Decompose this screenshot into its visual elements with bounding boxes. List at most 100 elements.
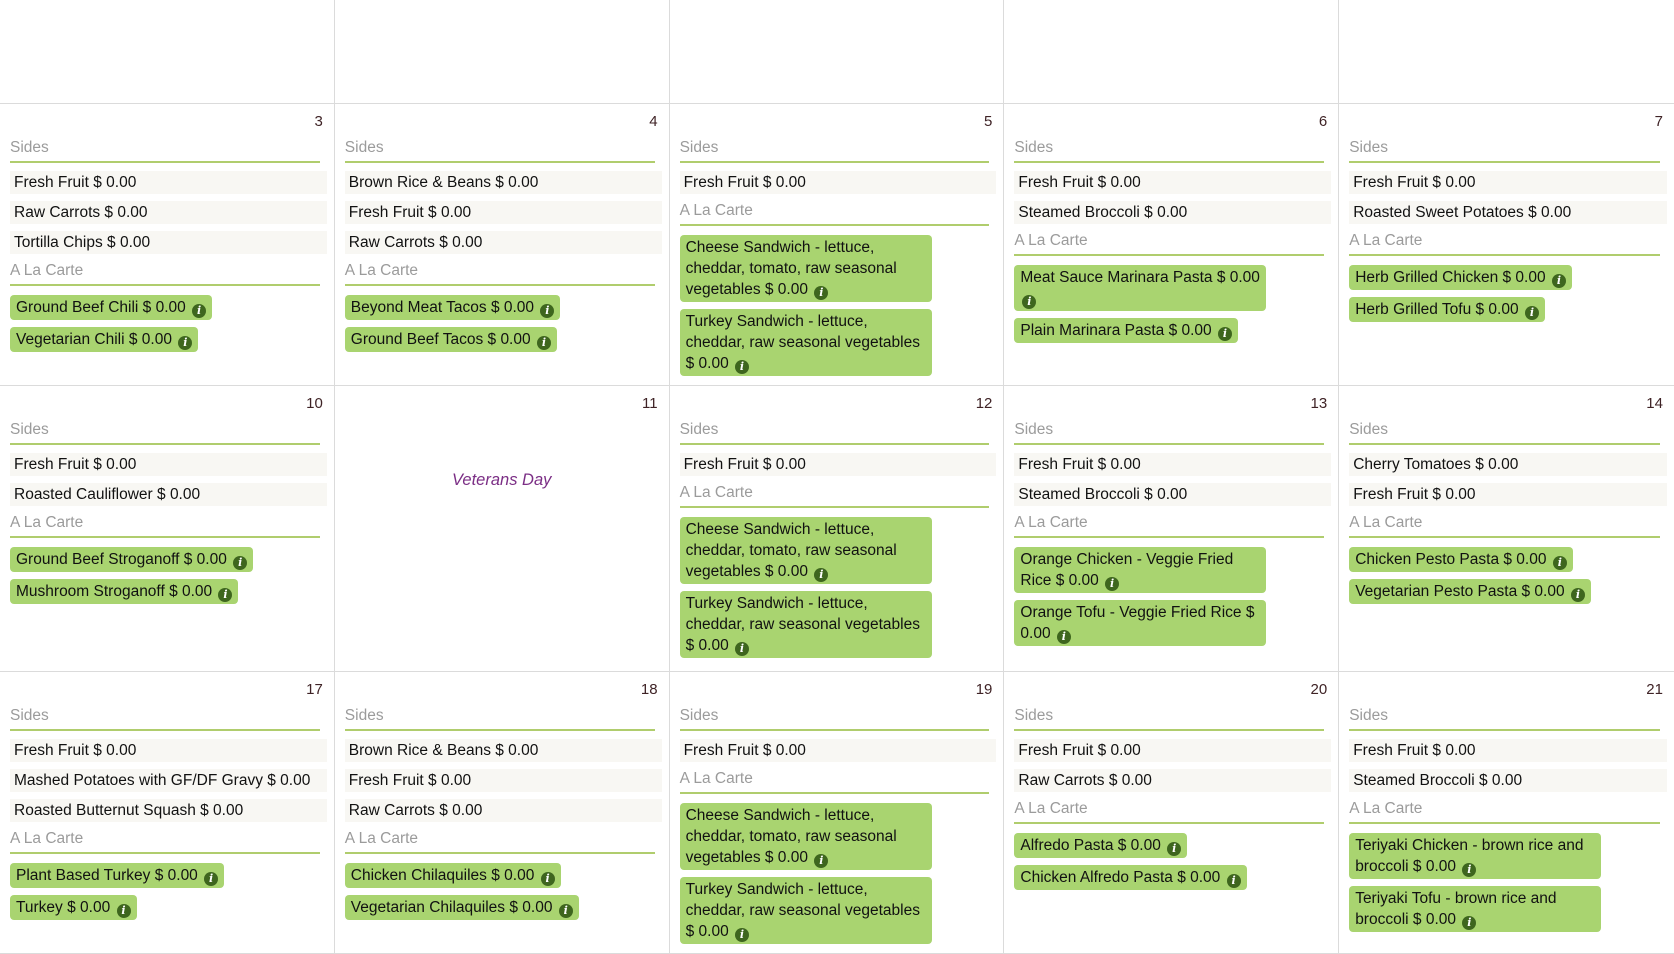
info-icon[interactable]: i: [1524, 306, 1539, 320]
info-icon[interactable]: i: [1462, 916, 1477, 930]
a-la-carte-row: Cheese Sandwich - lettuce, cheddar, toma…: [679, 803, 997, 870]
a-la-carte-menu-item[interactable]: Alfredo Pasta $ 0.00 i: [1014, 833, 1188, 858]
info-icon[interactable]: i: [536, 336, 551, 350]
day-cell: 11 Veterans Day: [334, 386, 670, 672]
day-cell-body: Sides Fresh Fruit $ 0.00 Mashed Potatoes …: [0, 707, 334, 920]
sides-section-header: Sides: [10, 707, 320, 731]
a-la-carte-menu-item[interactable]: Ground Beef Tacos $ 0.00 i: [344, 327, 557, 352]
a-la-carte-row: Plain Marinara Pasta $ 0.00 i: [1014, 318, 1331, 343]
info-icon[interactable]: i: [1022, 295, 1037, 309]
a-la-carte-menu-item[interactable]: Beyond Meat Tacos $ 0.00 i: [344, 295, 561, 320]
info-icon[interactable]: i: [1226, 874, 1241, 888]
info-icon[interactable]: i: [233, 556, 248, 570]
a-la-carte-menu-item[interactable]: Cheese Sandwich - lettuce, cheddar, toma…: [679, 803, 932, 870]
a-la-carte-menu-item[interactable]: Vegetarian Pesto Pasta $ 0.00 i: [1349, 579, 1591, 604]
a-la-carte-item-list: Cheese Sandwich - lettuce, cheddar, toma…: [670, 235, 1004, 376]
info-icon[interactable]: i: [1217, 327, 1232, 341]
info-icon[interactable]: i: [1552, 556, 1567, 570]
info-icon[interactable]: i: [814, 568, 829, 582]
day-number: 19: [975, 681, 993, 698]
a-la-carte-menu-item[interactable]: Vegetarian Chili $ 0.00 i: [10, 327, 199, 352]
sides-section-header: Sides: [1349, 421, 1660, 445]
info-icon[interactable]: i: [178, 336, 193, 350]
info-icon[interactable]: i: [192, 304, 207, 318]
info-icon[interactable]: i: [218, 588, 233, 602]
a-la-carte-menu-item[interactable]: Teriyaki Chicken - brown rice and brocco…: [1349, 833, 1602, 879]
info-icon[interactable]: i: [1551, 274, 1566, 288]
a-la-carte-row: Meat Sauce Marinara Pasta $ 0.00 i: [1014, 265, 1331, 311]
a-la-carte-row: Vegetarian Chilaquiles $ 0.00 i: [344, 895, 662, 920]
sides-item-list: Cherry Tomatoes $ 0.00 Fresh Fruit $ 0.00: [1339, 453, 1674, 506]
info-icon[interactable]: i: [1167, 842, 1182, 856]
a-la-carte-menu-item[interactable]: Chicken Chilaquiles $ 0.00 i: [344, 863, 561, 888]
sides-section-header: Sides: [1349, 139, 1660, 163]
a-la-carte-menu-item[interactable]: Plain Marinara Pasta $ 0.00 i: [1014, 318, 1238, 343]
a-la-carte-menu-item[interactable]: Orange Tofu - Veggie Fried Rice $ 0.00 i: [1014, 600, 1267, 646]
day-cell-body: Sides Fresh Fruit $ 0.00 Steamed Broccoli…: [1004, 421, 1338, 646]
empty-day-cell: [0, 0, 335, 104]
sides-item-list: Fresh Fruit $ 0.00 Roasted Cauliflower $ …: [0, 453, 334, 506]
day-cell-body: Sides Fresh Fruit $ 0.00 Steamed Broccoli…: [1004, 139, 1338, 343]
a-la-carte-menu-item[interactable]: Herb Grilled Chicken $ 0.00 i: [1349, 265, 1572, 290]
sides-item-list: Fresh Fruit $ 0.00: [670, 453, 1004, 476]
info-icon[interactable]: i: [116, 904, 131, 918]
a-la-carte-menu-item[interactable]: Chicken Pesto Pasta $ 0.00 i: [1349, 547, 1573, 572]
a-la-carte-menu-item[interactable]: Herb Grilled Tofu $ 0.00 i: [1349, 297, 1545, 322]
info-icon[interactable]: i: [540, 304, 555, 318]
side-menu-item: Fresh Fruit $ 0.00: [679, 453, 997, 476]
a-la-carte-row: Cheese Sandwich - lettuce, cheddar, toma…: [679, 235, 997, 302]
a-la-carte-menu-item[interactable]: Turkey Sandwich - lettuce, cheddar, raw …: [679, 591, 932, 658]
side-menu-item: Fresh Fruit $ 0.00: [1349, 171, 1667, 194]
day-number: 6: [1318, 113, 1328, 130]
a-la-carte-menu-item[interactable]: Turkey $ 0.00 i: [10, 895, 137, 920]
info-icon[interactable]: i: [1462, 863, 1477, 877]
a-la-carte-menu-item[interactable]: Orange Chicken - Veggie Fried Rice $ 0.0…: [1014, 547, 1267, 593]
side-menu-item: Steamed Broccoli $ 0.00: [1349, 769, 1667, 792]
a-la-carte-menu-item[interactable]: Turkey Sandwich - lettuce, cheddar, raw …: [679, 309, 932, 376]
info-icon[interactable]: i: [204, 872, 219, 886]
a-la-carte-menu-item[interactable]: Teriyaki Tofu - brown rice and broccoli …: [1349, 886, 1602, 932]
empty-day-cell: [669, 0, 1005, 104]
info-icon[interactable]: i: [735, 360, 749, 374]
a-la-carte-menu-item[interactable]: Ground Beef Stroganoff $ 0.00 i: [10, 547, 254, 572]
info-icon[interactable]: i: [735, 928, 749, 942]
a-la-carte-row: Cheese Sandwich - lettuce, cheddar, toma…: [679, 517, 997, 584]
a-la-carte-menu-item[interactable]: Mushroom Stroganoff $ 0.00 i: [10, 579, 239, 604]
day-number: 5: [984, 113, 993, 130]
a-la-carte-menu-item[interactable]: Meat Sauce Marinara Pasta $ 0.00 i: [1014, 265, 1267, 311]
a-la-carte-menu-item[interactable]: Plant Based Turkey $ 0.00 i: [10, 863, 225, 888]
a-la-carte-menu-item[interactable]: Cheese Sandwich - lettuce, cheddar, toma…: [679, 517, 932, 584]
side-menu-item: Raw Carrots $ 0.00: [1014, 769, 1332, 792]
side-menu-item: Fresh Fruit $ 0.00: [344, 201, 662, 224]
sides-section-header: Sides: [10, 421, 320, 445]
side-menu-item: Fresh Fruit $ 0.00: [344, 769, 662, 792]
a-la-carte-menu-item[interactable]: Chicken Alfredo Pasta $ 0.00 i: [1014, 865, 1247, 890]
side-menu-item: Raw Carrots $ 0.00: [10, 201, 327, 224]
info-icon[interactable]: i: [1056, 630, 1071, 644]
sides-section-header: Sides: [10, 139, 320, 163]
a-la-carte-menu-item[interactable]: Vegetarian Chilaquiles $ 0.00 i: [344, 895, 579, 920]
day-cell-body: Sides Fresh Fruit $ 0.00 A La Carte Chee…: [670, 139, 1004, 376]
a-la-carte-item-list: Beyond Meat Tacos $ 0.00 i Ground Beef Ta…: [335, 295, 669, 352]
info-icon[interactable]: i: [814, 854, 829, 868]
day-number: 3: [314, 113, 323, 130]
info-icon[interactable]: i: [814, 286, 829, 300]
info-icon[interactable]: i: [558, 904, 573, 918]
sides-item-list: Fresh Fruit $ 0.00: [670, 171, 1004, 194]
a-la-carte-item-list: Herb Grilled Chicken $ 0.00 i Herb Grille…: [1339, 265, 1674, 322]
a-la-carte-menu-item[interactable]: Turkey Sandwich - lettuce, cheddar, raw …: [679, 877, 932, 944]
day-cell: 4 Sides Brown Rice & Beans $ 0.00 Fresh F…: [334, 104, 670, 386]
info-icon[interactable]: i: [540, 872, 555, 886]
info-icon[interactable]: i: [1105, 577, 1120, 591]
sides-section-header: Sides: [344, 139, 655, 163]
a-la-carte-row: Vegetarian Pesto Pasta $ 0.00 i: [1349, 579, 1667, 604]
a-la-carte-row: Plant Based Turkey $ 0.00 i: [10, 863, 327, 888]
side-menu-item: Steamed Broccoli $ 0.00: [1014, 483, 1332, 506]
info-icon[interactable]: i: [1570, 588, 1585, 602]
a-la-carte-row: Turkey $ 0.00 i: [10, 895, 327, 920]
a-la-carte-menu-item[interactable]: Cheese Sandwich - lettuce, cheddar, toma…: [679, 235, 932, 302]
day-number: 14: [1646, 395, 1663, 412]
a-la-carte-row: Turkey Sandwich - lettuce, cheddar, raw …: [679, 877, 997, 944]
a-la-carte-menu-item[interactable]: Ground Beef Chili $ 0.00 i: [10, 295, 213, 320]
info-icon[interactable]: i: [735, 642, 749, 656]
